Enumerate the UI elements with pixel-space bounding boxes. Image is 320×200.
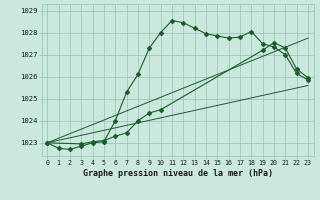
X-axis label: Graphe pression niveau de la mer (hPa): Graphe pression niveau de la mer (hPa) [83, 169, 273, 178]
